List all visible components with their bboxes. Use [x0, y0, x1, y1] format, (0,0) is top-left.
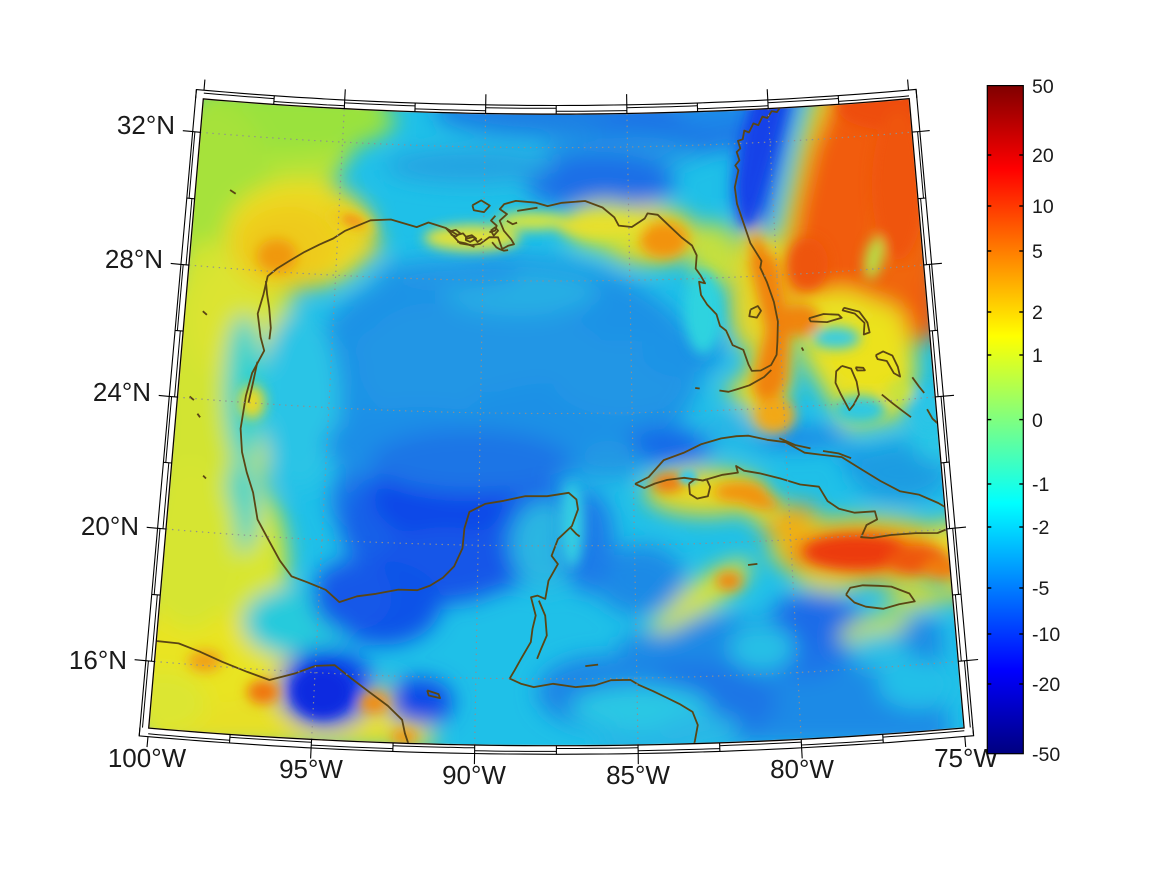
svg-text:0: 0	[1032, 410, 1043, 432]
svg-text:16°N: 16°N	[69, 645, 127, 675]
svg-text:5: 5	[1032, 241, 1043, 263]
svg-text:-5: -5	[1032, 578, 1049, 600]
svg-text:95°W: 95°W	[279, 754, 343, 784]
svg-text:-50: -50	[1032, 744, 1060, 766]
svg-text:32°N: 32°N	[117, 110, 175, 140]
svg-text:20°N: 20°N	[81, 511, 139, 541]
svg-text:2: 2	[1032, 302, 1043, 324]
svg-text:50: 50	[1032, 76, 1054, 98]
svg-text:80°W: 80°W	[770, 754, 834, 784]
svg-text:10: 10	[1032, 196, 1054, 218]
svg-text:-2: -2	[1032, 517, 1049, 539]
svg-text:28°N: 28°N	[105, 244, 163, 274]
svg-text:24°N: 24°N	[93, 377, 151, 407]
svg-text:85°W: 85°W	[606, 760, 670, 790]
svg-text:-20: -20	[1032, 674, 1060, 696]
svg-text:-10: -10	[1032, 624, 1060, 646]
svg-text:90°W: 90°W	[442, 760, 506, 790]
svg-text:-1: -1	[1032, 474, 1049, 496]
svg-text:20: 20	[1032, 145, 1054, 167]
svg-text:1: 1	[1032, 345, 1043, 367]
svg-text:100°W: 100°W	[108, 743, 187, 773]
